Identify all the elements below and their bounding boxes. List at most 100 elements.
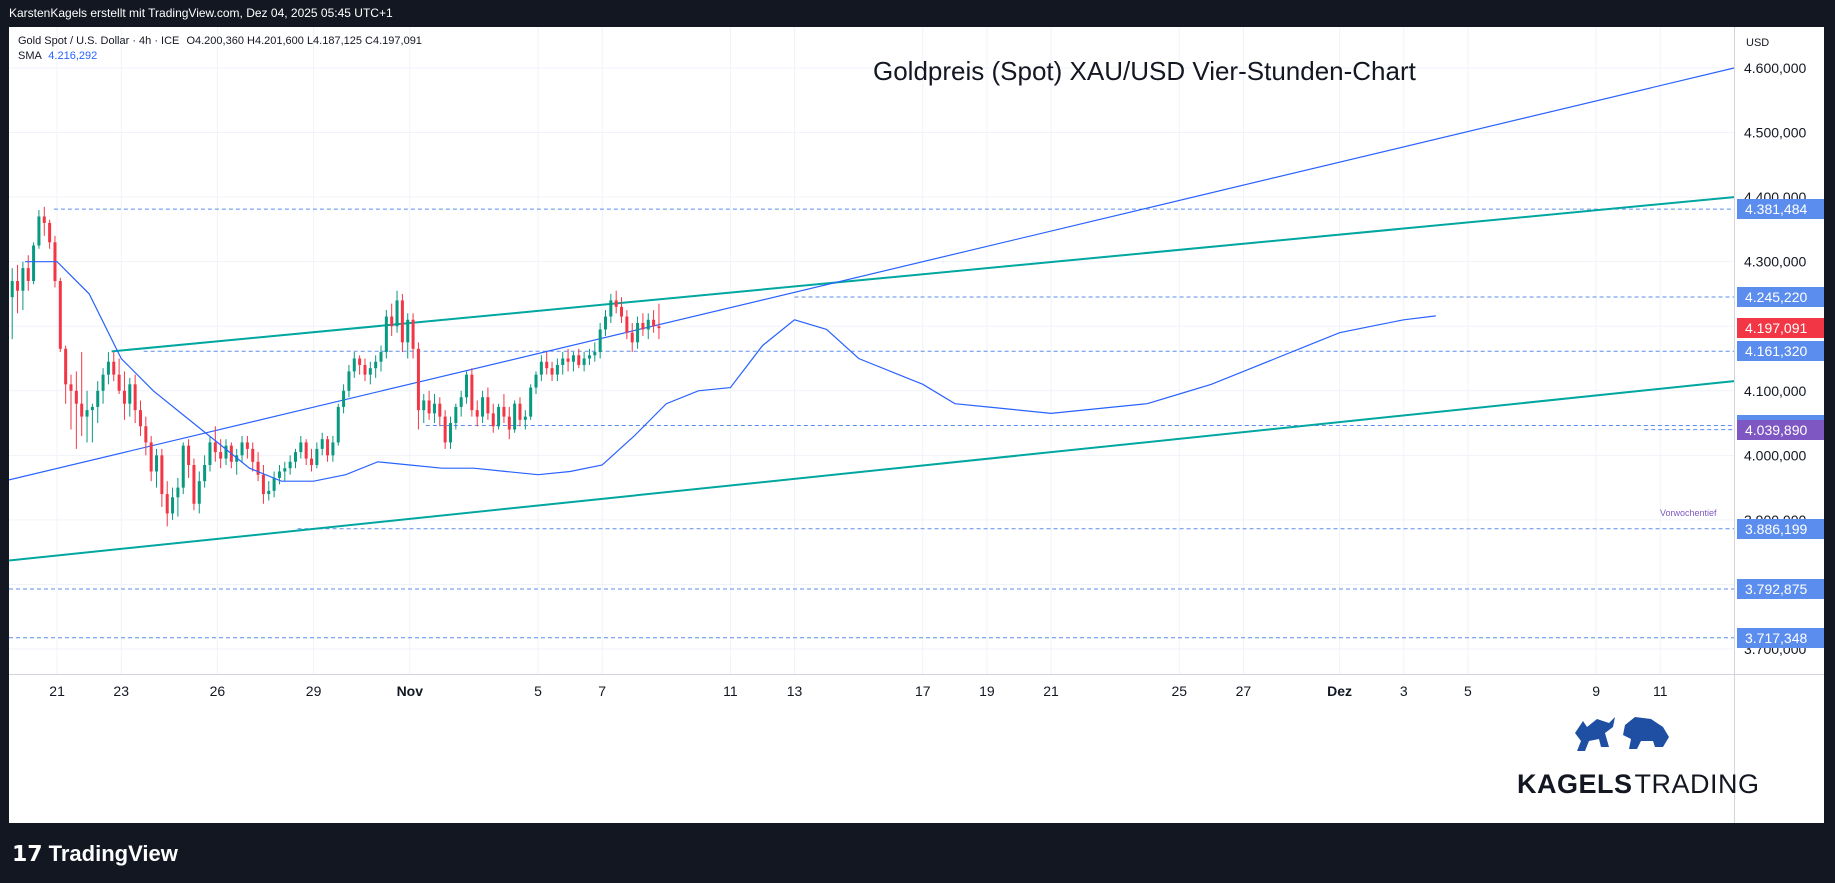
candle-body xyxy=(245,442,249,449)
candle-body xyxy=(10,281,14,298)
candle-body xyxy=(352,358,356,372)
candle-body xyxy=(491,413,495,427)
tradingview-logo[interactable]: 𝟭𝟳 TradingView xyxy=(12,841,178,867)
candle-body xyxy=(74,390,78,404)
x-tick-label: 21 xyxy=(1043,683,1059,699)
x-tick-label: 26 xyxy=(210,683,226,699)
candle-body xyxy=(422,400,426,411)
candle-body xyxy=(432,403,436,414)
tradingview-mark-icon: 𝟭𝟳 xyxy=(12,841,43,866)
candle-body xyxy=(630,332,634,343)
candle-body xyxy=(106,361,110,375)
chart-panel[interactable]: 3.700,0003.800,0003.900,0004.000,0004.10… xyxy=(9,27,1824,823)
candle-body xyxy=(187,445,191,466)
x-tick-label: 5 xyxy=(534,683,542,699)
ohlc-values: O4.200,360 H4.201,600 L4.187,125 C4.197,… xyxy=(186,35,422,47)
sma-label: SMA xyxy=(18,50,42,62)
candle-body xyxy=(219,452,223,459)
candle-body xyxy=(128,384,132,404)
candle-body xyxy=(406,319,410,343)
candle-body xyxy=(181,445,185,488)
candle-body xyxy=(90,406,94,411)
candle-body xyxy=(310,458,314,466)
candle-body xyxy=(497,406,501,427)
attribution-text: KarstenKagels erstellt mit TradingView.c… xyxy=(9,6,393,20)
trendline-diagonal xyxy=(9,67,1735,481)
candle-body xyxy=(48,222,52,243)
candle-body xyxy=(112,361,116,375)
candle-body xyxy=(609,300,613,317)
currency-label: USD xyxy=(1746,37,1770,49)
candle-body xyxy=(336,406,340,443)
candle-body xyxy=(138,410,142,427)
candle-body xyxy=(582,358,586,365)
x-tick-label: 11 xyxy=(1653,683,1668,699)
price-label: 3.792,875 xyxy=(1737,579,1824,600)
x-tick-label: 27 xyxy=(1236,683,1252,699)
candle-body xyxy=(272,477,276,491)
candle-body xyxy=(133,384,137,411)
x-tick-label: 29 xyxy=(306,683,322,699)
candle-body xyxy=(620,306,624,317)
x-tick-label: 11 xyxy=(723,683,738,699)
candle-body xyxy=(507,416,511,430)
x-tick-label: 9 xyxy=(1592,683,1600,699)
candle-body xyxy=(598,329,602,353)
candle-body xyxy=(240,442,244,456)
candle-body xyxy=(176,487,180,498)
x-tick-label: 23 xyxy=(113,683,129,699)
chart-title: Goldpreis (Spot) XAU/USD Vier-Stunden-Ch… xyxy=(873,56,1416,86)
candle-body xyxy=(26,268,30,282)
candle-body xyxy=(171,497,175,514)
candle-body xyxy=(320,439,324,449)
candle-body xyxy=(502,406,506,417)
candle-body xyxy=(518,403,522,420)
candle-body xyxy=(144,426,148,443)
x-tick-label: 19 xyxy=(979,683,995,699)
candle-body xyxy=(80,403,84,417)
candle-body xyxy=(64,348,68,385)
candle-body xyxy=(213,442,217,453)
candle-body xyxy=(534,374,538,388)
candle-body xyxy=(379,352,383,362)
candle-body xyxy=(657,326,661,329)
candle-body xyxy=(555,364,559,375)
candle-body xyxy=(58,281,62,349)
price-label: 4.197,091 xyxy=(1737,318,1824,339)
candle-body xyxy=(165,494,169,514)
candle-body xyxy=(149,442,153,472)
instrument-label: Gold Spot / U.S. Dollar · 4h · ICE xyxy=(18,35,180,47)
candle-body xyxy=(96,390,100,407)
candle-body xyxy=(304,442,308,459)
x-tick-label: Nov xyxy=(397,683,424,699)
candle-body xyxy=(368,368,372,375)
candle-body xyxy=(614,300,618,307)
candle-body xyxy=(293,452,297,462)
candle-body xyxy=(37,216,41,246)
candle-body xyxy=(42,216,46,223)
candle-body xyxy=(85,410,89,417)
price-label: 4.039,890 xyxy=(1737,419,1824,440)
candle-body xyxy=(529,387,533,417)
candle-body xyxy=(636,322,640,343)
candle-body xyxy=(203,465,207,482)
candle-body xyxy=(208,442,212,466)
candle-body xyxy=(315,448,319,466)
candle-body xyxy=(448,423,452,443)
candle-body xyxy=(593,352,597,356)
candle-body xyxy=(454,406,458,424)
candle-body xyxy=(416,348,420,411)
footer: 𝟭𝟳 TradingView xyxy=(0,823,1835,883)
candle-body xyxy=(101,374,105,391)
trendline-upper-channel xyxy=(111,196,1735,353)
price-chart[interactable]: 3.700,0003.800,0003.900,0004.000,0004.10… xyxy=(9,27,1824,823)
x-tick-label: 5 xyxy=(1464,683,1472,699)
candle-body xyxy=(652,319,656,327)
candle-body xyxy=(374,361,378,369)
x-tick-label: Dez xyxy=(1327,683,1352,699)
price-label: 4.245,220 xyxy=(1737,287,1824,308)
candle-body xyxy=(646,319,650,330)
candle-body xyxy=(342,390,346,407)
candle-body xyxy=(443,416,447,443)
tradingview-brand: TradingView xyxy=(48,841,178,866)
